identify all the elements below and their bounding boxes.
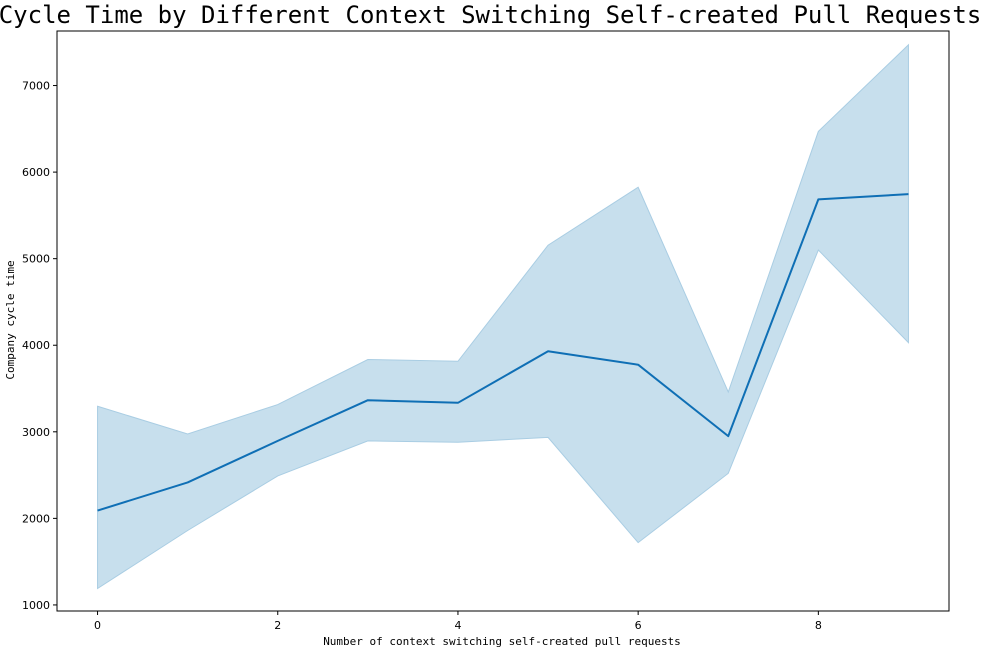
axes-frame bbox=[56, 30, 950, 612]
x-tick-label: 2 bbox=[274, 619, 281, 632]
y-tick-label: 2000 bbox=[22, 512, 50, 525]
plot-area bbox=[97, 43, 909, 590]
confidence-band bbox=[97, 43, 909, 590]
y-tick-label: 6000 bbox=[22, 166, 50, 179]
y-axis: 1000 2000 3000 4000 5000 6000 7000 bbox=[22, 80, 57, 612]
chart-title: Cycle Time by Different Context Switchin… bbox=[0, 1, 981, 29]
series-line bbox=[97, 193, 909, 512]
x-axis: 0 2 4 6 8 bbox=[94, 611, 822, 632]
x-tick-label: 6 bbox=[635, 619, 642, 632]
x-axis-label: Number of context switching self-created… bbox=[323, 635, 681, 648]
x-tick-label: 8 bbox=[815, 619, 822, 632]
x-tick-label: 4 bbox=[454, 619, 461, 632]
y-tick-label: 3000 bbox=[22, 426, 50, 439]
y-tick-label: 4000 bbox=[22, 339, 50, 352]
y-tick-label: 1000 bbox=[22, 599, 50, 612]
y-tick-label: 7000 bbox=[22, 80, 50, 93]
x-tick-label: 0 bbox=[94, 619, 101, 632]
y-axis-label: Company cycle time bbox=[4, 260, 17, 379]
y-tick-label: 5000 bbox=[22, 253, 50, 266]
